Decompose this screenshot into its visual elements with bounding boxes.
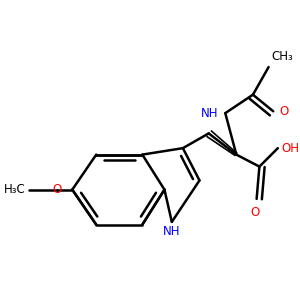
Text: NH: NH xyxy=(163,225,181,238)
Text: H₃C: H₃C xyxy=(4,183,26,196)
Text: O: O xyxy=(52,183,62,196)
Text: NH: NH xyxy=(201,106,218,120)
Text: O: O xyxy=(279,105,289,118)
Text: OH: OH xyxy=(281,142,299,155)
Text: CH₃: CH₃ xyxy=(272,50,293,63)
Text: O: O xyxy=(250,206,260,219)
